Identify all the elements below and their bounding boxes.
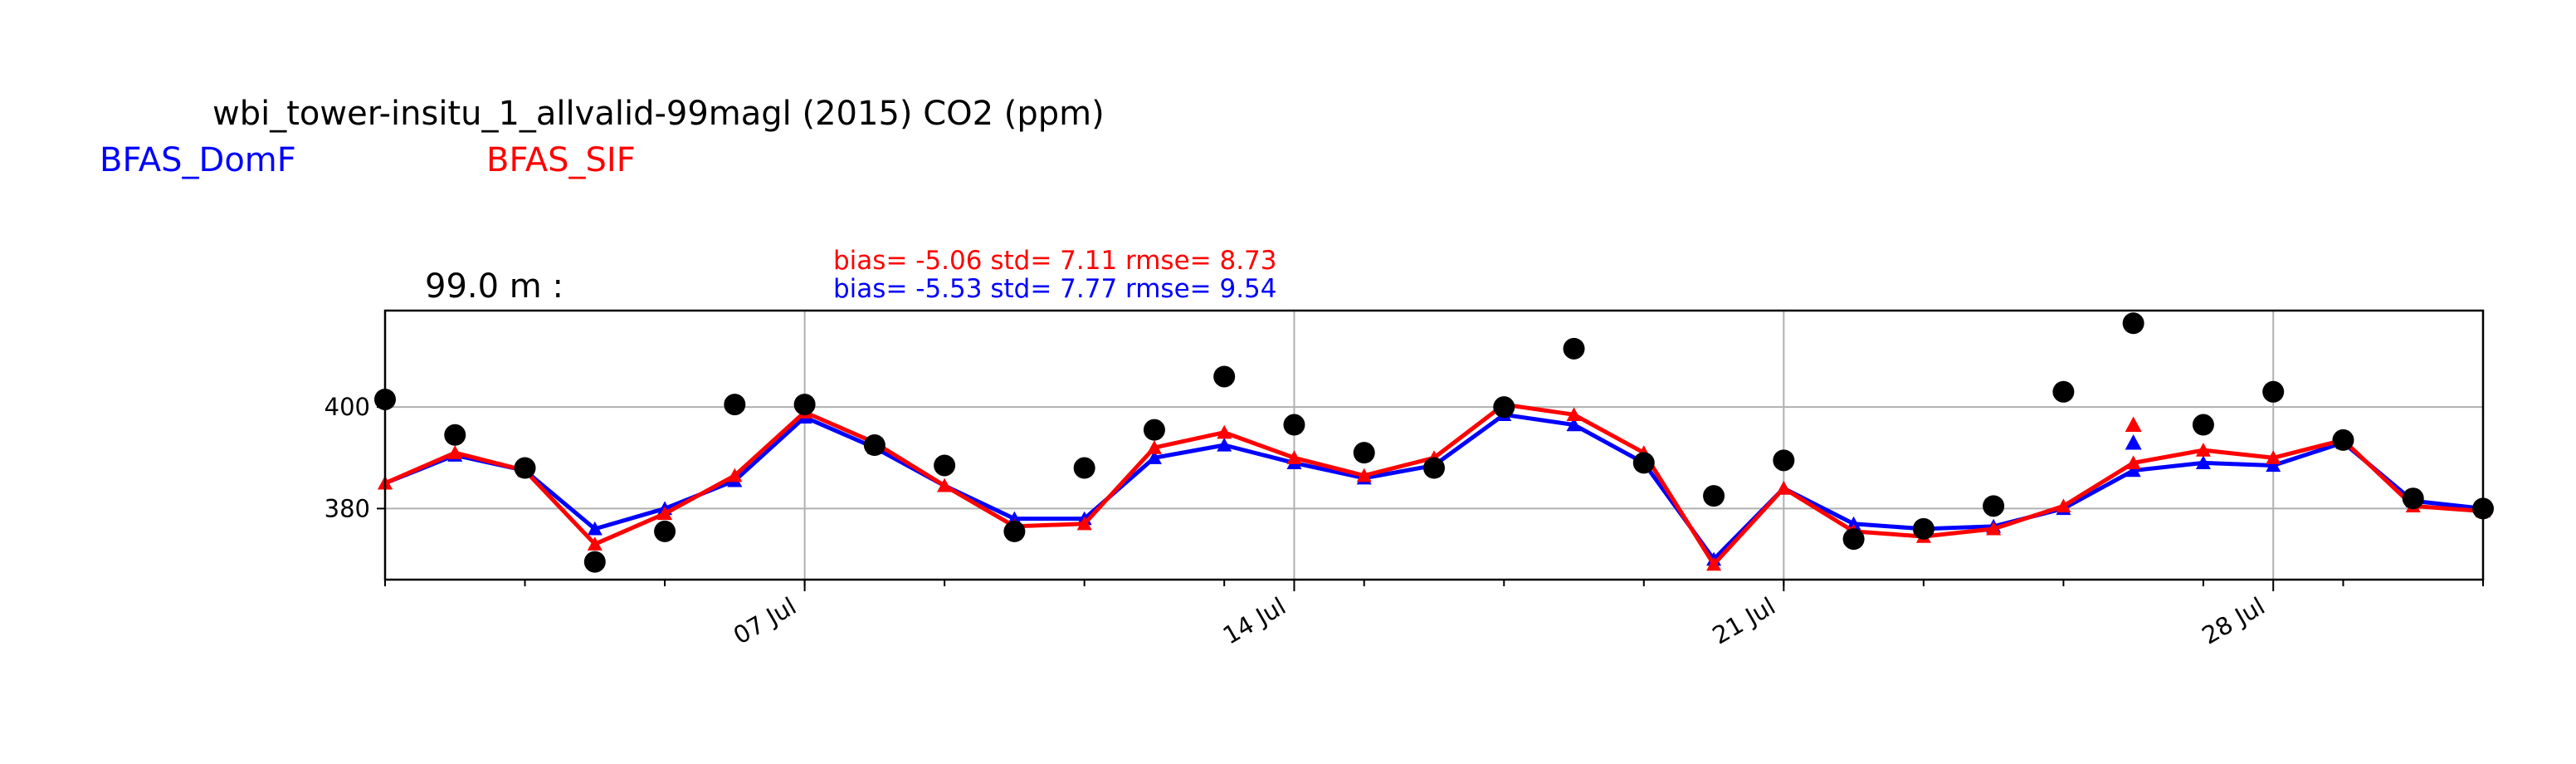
observation-point (1563, 337, 1585, 360)
series-point (1986, 521, 2002, 536)
series-point (1566, 407, 1582, 421)
x-tick-label: 28 Jul (2197, 592, 2269, 650)
observation-point (2052, 380, 2075, 403)
series-point (1146, 440, 1162, 454)
stats-bfas-domf: bias= -5.53 std= 7.77 rmse= 9.54 (833, 274, 1277, 304)
series-line-bfas-domf (384, 412, 2484, 562)
observation-point (724, 394, 746, 416)
observation-points (374, 312, 2494, 573)
plot-frame (383, 309, 2485, 581)
observation-point (863, 434, 886, 456)
observation-point (1423, 457, 1445, 479)
series-point (2125, 455, 2141, 470)
observation-point (2402, 487, 2424, 510)
series-point (447, 445, 463, 459)
series-highlight-point (2125, 433, 2142, 450)
y-tick-label: 380 (324, 494, 370, 522)
grid-lines (385, 311, 2483, 580)
observation-point (1283, 414, 1305, 436)
observation-point (444, 424, 466, 446)
observation-point (1073, 457, 1095, 479)
series-point (2056, 498, 2071, 513)
observation-point (2262, 380, 2285, 403)
observation-point (2192, 414, 2214, 436)
chart-title: wbi_tower-insitu_1_allvalid-99magl (2015… (212, 95, 1105, 133)
series-point (2125, 463, 2141, 478)
x-tick-label: 21 Jul (1708, 592, 1780, 650)
height-label: 99.0 m : (425, 267, 564, 306)
observation-point (2332, 429, 2354, 451)
observation-point (1842, 528, 1865, 551)
series-point (2266, 450, 2281, 464)
series-point (1286, 450, 1302, 464)
series-point (937, 478, 953, 492)
observation-point (1983, 495, 2005, 517)
series-point (587, 521, 603, 536)
series-point (587, 536, 603, 551)
series-point (1076, 516, 1092, 531)
series-point (2266, 458, 2281, 473)
legend-entry-bfas-domf: BFAS_DomF (100, 141, 296, 179)
series-point (657, 506, 673, 521)
series-highlight-point (2125, 416, 2142, 433)
series-point (1776, 480, 1792, 495)
observation-point (1703, 485, 1725, 507)
observation-point (654, 520, 676, 542)
series-point (1566, 417, 1582, 432)
legend-entry-bfas-sif: BFAS_SIF (486, 141, 636, 179)
y-tick-label: 400 (324, 393, 370, 421)
x-tick-label: 14 Jul (1218, 592, 1290, 650)
observation-point (1003, 520, 1026, 542)
observation-point (793, 394, 816, 416)
observation-point (1213, 365, 1236, 388)
observation-point (514, 457, 536, 479)
observation-point (1353, 442, 1375, 464)
observation-point (1912, 517, 1934, 540)
series-point (2195, 443, 2211, 457)
series-lines (378, 397, 2491, 571)
observation-point (1143, 419, 1165, 441)
series-point (1146, 450, 1162, 464)
stats-bfas-sif: bias= -5.06 std= 7.11 rmse= 8.73 (833, 246, 1277, 276)
observation-point (1493, 396, 1515, 419)
series-point (1217, 424, 1232, 439)
series-point (1706, 556, 1722, 571)
series-point (1217, 438, 1232, 452)
observation-point (2122, 312, 2144, 335)
series-point (2195, 455, 2211, 470)
series-point (727, 468, 743, 482)
observation-point (583, 551, 606, 573)
observation-point (934, 454, 956, 477)
x-tick-label: 07 Jul (729, 592, 801, 650)
series-point (1356, 468, 1372, 482)
observation-point (1773, 449, 1795, 472)
highlight-markers (2125, 416, 2142, 450)
observation-point (1632, 452, 1655, 474)
series-line-bfas-sif (384, 402, 2484, 567)
